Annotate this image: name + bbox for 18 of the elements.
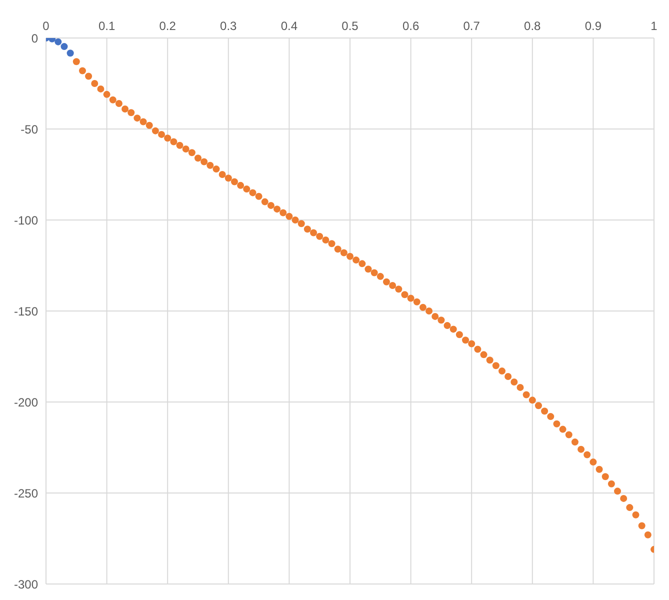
- x-tick-label: 0.7: [463, 19, 480, 33]
- x-tick-label: 0: [42, 19, 50, 33]
- y-tick-label: -50: [20, 122, 38, 136]
- y-tick-label: -200: [14, 395, 38, 410]
- y-tick-label: -100: [14, 213, 38, 228]
- x-tick-label: 0.8: [524, 19, 542, 33]
- x-tick-label: 0.4: [280, 19, 298, 33]
- x-tick-label: 0.5: [342, 19, 359, 33]
- x-tick-label: 0.9: [584, 19, 602, 33]
- y-tick-label: 0: [31, 31, 38, 46]
- y-tick-label: -250: [14, 486, 38, 500]
- y-tick-label: -300: [14, 577, 38, 592]
- x-tick-label: 0.1: [98, 19, 116, 33]
- y-tick-label: -150: [14, 304, 38, 318]
- x-tick-label: 0.3: [220, 19, 238, 33]
- x-tick-label: 0.6: [402, 19, 420, 33]
- x-tick-label: 0.2: [159, 19, 176, 33]
- x-tick-label: 1: [650, 19, 658, 33]
